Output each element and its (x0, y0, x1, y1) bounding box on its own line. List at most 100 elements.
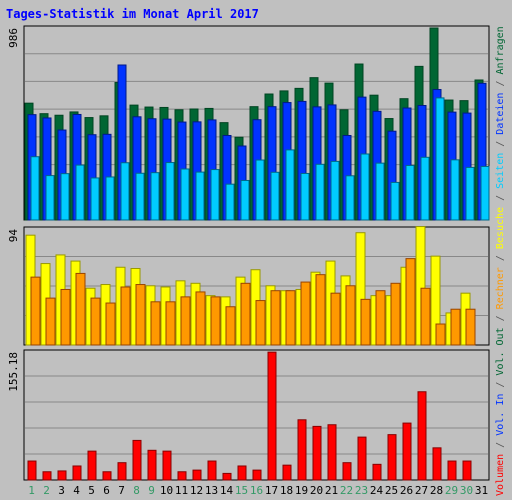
bar-volumen-day-8 (132, 439, 142, 481)
x-tick-label: 15 (235, 484, 248, 497)
legend-sep: / (495, 249, 506, 268)
x-tick-label: 14 (220, 484, 234, 497)
legend-seiten: Seiten (495, 152, 506, 189)
bar-volumen-day-12 (192, 469, 202, 481)
bar-seiten-day-21 (330, 160, 340, 221)
x-tick-label: 24 (370, 484, 384, 497)
bar-seiten-day-25 (390, 181, 400, 221)
bar-volumen-day-1 (27, 460, 37, 481)
x-tick-label: 5 (88, 484, 95, 497)
bar-seiten-day-22 (345, 175, 355, 221)
bar-rechner-day-27 (420, 287, 431, 346)
x-tick-label: 7 (118, 484, 125, 497)
bar-seiten-day-1 (30, 156, 40, 221)
bar-volumen-day-22 (342, 462, 352, 481)
bar-seiten-day-29 (450, 159, 460, 221)
y-max-label: 94 (7, 229, 20, 243)
bar-rechner-day-4 (75, 272, 86, 346)
x-tick-label: 3 (58, 484, 65, 497)
bar-volumen-day-2 (42, 471, 52, 481)
bar-seiten-day-7 (120, 162, 130, 221)
bar-seiten-day-19 (300, 172, 310, 221)
bar-volumen-day-21 (327, 424, 337, 481)
bar-volumen-day-27 (417, 391, 427, 481)
x-tick-label: 23 (355, 484, 368, 497)
bar-volumen-day-10 (162, 450, 172, 481)
bar-seiten-day-23 (360, 153, 370, 221)
bar-volumen-day-6 (102, 471, 112, 481)
bar-volumen-day-25 (387, 434, 397, 481)
bar-seiten-day-24 (375, 162, 385, 221)
bar-rechner-day-25 (390, 282, 401, 346)
x-tick-label: 20 (310, 484, 323, 497)
x-tick-label: 26 (400, 484, 413, 497)
bar-volumen-day-20 (312, 425, 322, 481)
chart-title: Tages-Statistik im Monat April 2017 (6, 7, 259, 21)
x-tick-label: 4 (73, 484, 80, 497)
bar-seiten-day-5 (90, 177, 100, 221)
x-tick-label: 6 (103, 484, 110, 497)
bar-rechner-day-23 (360, 298, 371, 346)
bar-volumen-day-23 (357, 436, 367, 481)
bar-seiten-day-12 (195, 171, 205, 221)
bar-rechner-day-9 (150, 301, 161, 346)
bar-seiten-day-8 (135, 172, 145, 221)
bar-rechner-day-22 (345, 285, 356, 346)
bar-seiten-day-28 (435, 97, 445, 221)
bar-seiten-day-10 (165, 162, 175, 221)
bar-volumen-day-4 (72, 465, 82, 481)
x-tick-label: 29 (445, 484, 458, 497)
x-tick-label: 12 (190, 484, 203, 497)
x-tick-label: 21 (325, 484, 338, 497)
x-tick-label: 30 (460, 484, 473, 497)
bar-seiten-day-26 (405, 164, 415, 221)
bar-volumen-day-5 (87, 450, 97, 481)
bar-rechner-day-12 (195, 291, 206, 346)
bar-seiten-day-16 (255, 159, 265, 221)
bar-rechner-day-6 (105, 302, 116, 346)
bar-seiten-day-18 (285, 149, 295, 221)
legend-sep: / (495, 74, 506, 93)
x-tick-label: 19 (295, 484, 308, 497)
x-tick-label: 2 (43, 484, 50, 497)
bar-rechner-day-20 (315, 274, 326, 346)
bar-seiten-day-14 (225, 183, 235, 221)
x-tick-label: 16 (250, 484, 263, 497)
bar-volumen-day-29 (447, 460, 457, 481)
bar-volumen-day-19 (297, 419, 307, 481)
bar-rechner-day-17 (270, 290, 281, 346)
bar-rechner-day-30 (465, 308, 476, 346)
bar-volumen-day-3 (57, 470, 67, 481)
legend: Volumen / Vol. In / Vol. Out / Rechner /… (493, 26, 511, 496)
bar-rechner-day-10 (165, 301, 176, 346)
bar-volumen-day-7 (117, 462, 127, 481)
bar-rechner-day-5 (90, 297, 101, 346)
x-tick-label: 8 (133, 484, 140, 497)
bar-seiten-day-9 (150, 172, 160, 221)
legend-sep: / (495, 134, 506, 153)
bar-rechner-day-3 (60, 288, 71, 346)
legend-volumen: Volumen (495, 453, 506, 496)
bar-volumen-day-17 (267, 351, 277, 481)
legend-sep: / (495, 309, 506, 328)
bar-volumen-day-24 (372, 463, 382, 481)
x-tick-label: 10 (160, 484, 173, 497)
bar-seiten-day-4 (75, 164, 85, 221)
bar-seiten-day-2 (45, 175, 55, 221)
bar-seiten-day-13 (210, 169, 220, 221)
bar-volumen-day-18 (282, 464, 292, 481)
legend-anfragen: Anfragen (495, 26, 506, 75)
x-tick-label: 31 (475, 484, 488, 497)
bar-seiten-day-17 (270, 171, 280, 221)
x-tick-label: 17 (265, 484, 278, 497)
bar-rechner-day-18 (285, 290, 296, 346)
bar-volumen-day-28 (432, 447, 442, 481)
bar-rechner-day-11 (180, 296, 191, 346)
legend-sep: / (495, 375, 506, 394)
y-max-label: 155.18 (7, 352, 20, 392)
x-tick-label: 27 (415, 484, 428, 497)
bar-rechner-day-28 (435, 323, 446, 346)
bar-volumen-day-26 (402, 422, 412, 481)
